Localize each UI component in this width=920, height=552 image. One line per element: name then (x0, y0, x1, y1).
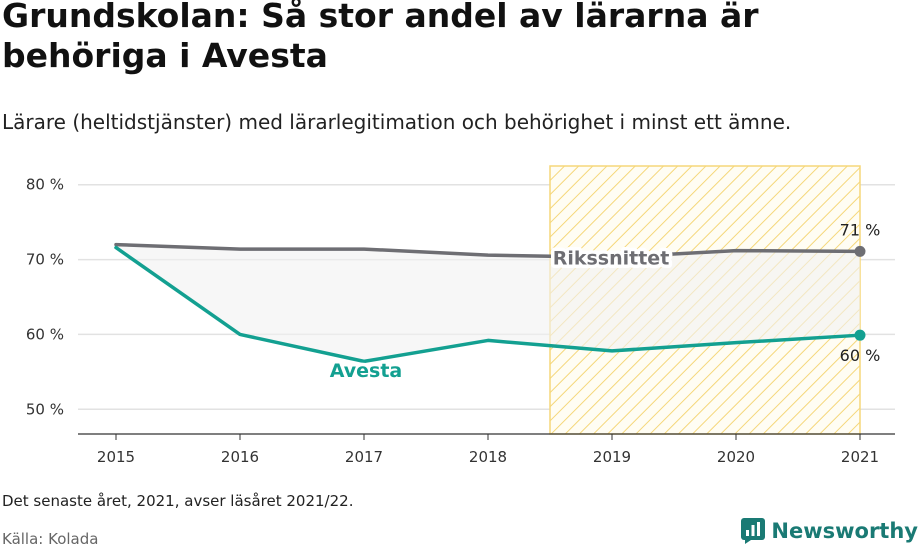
x-tick-label: 2015 (97, 448, 135, 466)
line-chart: 50 % 60 % 70 % 80 % 2015 2016 2017 2018 2019 2020… (26, 165, 895, 466)
rikssnittet-label: Rikssnittet (553, 247, 670, 269)
y-tick-label: 50 % (26, 400, 64, 418)
footnote: Det senaste året, 2021, avser läsåret 20… (2, 492, 354, 510)
avesta-point (854, 329, 866, 341)
brand-name: Newsworthy (771, 519, 918, 543)
avesta-end-label: 60 % (840, 346, 881, 365)
avesta-label: Avesta (330, 360, 403, 382)
rikssnittet-line (114, 242, 862, 260)
y-tick-label: 70 % (26, 251, 64, 269)
chart-subtitle: Lärare (heltidstjänster) med lärarlegiti… (2, 110, 792, 134)
source-text: Källa: Kolada (2, 530, 99, 548)
x-tick-label: 2017 (345, 448, 383, 466)
avesta-line (114, 245, 862, 364)
x-tick-label: 2021 (841, 448, 879, 466)
x-tick-label: 2016 (221, 448, 259, 466)
x-tick-label: 2018 (469, 448, 507, 466)
page-title: Grundskolan: Så stor andel av lärarna är… (2, 0, 759, 75)
x-tick-label: 2019 (593, 448, 631, 466)
newsworthy-logo-icon (741, 518, 766, 544)
y-tick-label: 60 % (26, 325, 64, 343)
rikssnittet-end-label: 71 % (840, 220, 881, 239)
y-tick-label: 80 % (26, 176, 64, 194)
difference-area (116, 244, 860, 362)
rikssnittet-point (854, 245, 866, 257)
x-tick-label: 2020 (717, 448, 755, 466)
brand: Newsworthy (741, 518, 918, 544)
